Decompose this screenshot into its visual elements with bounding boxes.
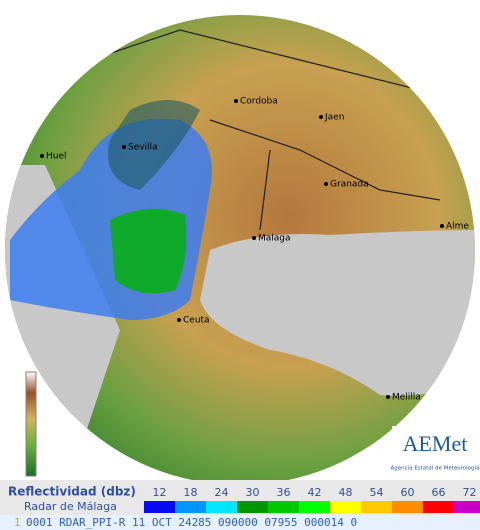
city-marker — [122, 145, 126, 149]
scale-swatch — [392, 501, 423, 513]
footer-bar — [0, 515, 480, 530]
scale-swatch — [330, 501, 361, 513]
scale-swatch — [144, 501, 175, 513]
city-marker — [386, 395, 390, 399]
river-valley — [108, 100, 200, 190]
city-label: Ceuta — [183, 316, 210, 326]
scale-label: 48 — [339, 486, 353, 499]
radar-echo-core — [110, 208, 187, 294]
logo-box — [392, 426, 478, 478]
orography-scale — [25, 371, 37, 477]
scale-label: 24 — [215, 486, 229, 499]
legend-subtitle: Radar de Málaga — [24, 500, 117, 513]
city-marker — [252, 236, 256, 240]
sea — [200, 230, 475, 396]
city-marker — [177, 318, 181, 322]
scale-label: 42 — [308, 486, 322, 499]
scale-swatch — [361, 501, 392, 513]
city-label: Huel — [46, 152, 67, 162]
scale-swatch — [268, 501, 299, 513]
city-marker — [319, 115, 323, 119]
city-label: Malaga — [258, 234, 291, 244]
scale-label: 72 — [463, 486, 477, 499]
logo-name: AEMet — [403, 431, 468, 456]
scale-label: 54 — [370, 486, 384, 499]
scale-swatch — [454, 501, 480, 513]
city-marker — [234, 99, 238, 103]
logo-agency: Agencia Estatal de Meteorología — [391, 465, 480, 472]
scale-swatch — [175, 501, 206, 513]
scale-label: 66 — [432, 486, 446, 499]
agency-label: Agencia Estatal de Meteorología — [7, 5, 153, 15]
scale-label: 60 — [401, 486, 415, 499]
scale-swatch — [299, 501, 330, 513]
legend-title: Reflectividad (dbz) — [8, 485, 136, 499]
footer-info: 0001 RDAR_PPI-R 11 OCT 24285 090000 0795… — [26, 516, 357, 529]
city-label: Jaen — [324, 113, 344, 123]
city-marker — [40, 154, 44, 158]
scale-swatch — [206, 501, 237, 513]
city-marker — [324, 182, 328, 186]
scale-swatch — [237, 501, 268, 513]
city-labels: Cordoba Jaen Sevilla Huel Granada Alme Malaga C… — [40, 97, 469, 403]
city-label: Cordoba — [240, 97, 278, 107]
scale-swatch — [423, 501, 454, 513]
city-label: Melilla — [392, 393, 421, 403]
scale-label: 30 — [246, 486, 260, 499]
footer-index: 1 — [14, 516, 21, 529]
scale-label: 18 — [184, 486, 198, 499]
radar-disc — [5, 15, 475, 480]
orography-title: Orografia (m) — [42, 394, 51, 455]
city-marker — [440, 224, 444, 228]
city-label: Alme — [446, 222, 469, 232]
scale-label: 36 — [277, 486, 291, 499]
color-scale: 12 18 24 30 36 42 48 54 60 66 72 — [144, 486, 480, 513]
city-label: Sevilla — [128, 143, 158, 153]
scale-label: 12 — [153, 486, 167, 499]
city-label: Granada — [330, 180, 369, 190]
